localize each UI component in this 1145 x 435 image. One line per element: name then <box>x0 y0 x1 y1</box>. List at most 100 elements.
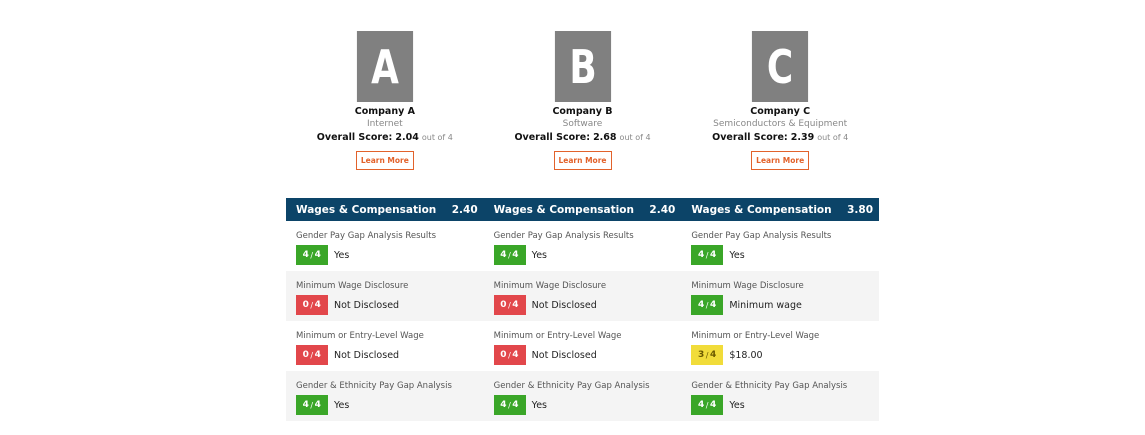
overall-score-value: 2.39 <box>790 132 815 143</box>
metric-value-text: Not Disclosed <box>334 299 400 311</box>
section-score: 2.40 <box>451 203 478 216</box>
metric-value: 4/4 Yes <box>493 245 548 265</box>
learn-more-button[interactable]: Learn More <box>751 151 810 170</box>
metric-value-text: Not Disclosed <box>531 299 597 311</box>
score-badge-slash: / <box>705 350 709 360</box>
company-logo: B <box>554 31 611 102</box>
company-card: B Company B Software Overall Score: 2.68… <box>484 0 682 196</box>
metric-label: Minimum Wage Disclosure <box>493 281 607 291</box>
score-badge-slash: / <box>705 400 709 410</box>
overall-score: Overall Score: 2.39 out of 4 <box>712 132 848 143</box>
overall-score-out-of: out of 4 <box>421 133 453 142</box>
score-badge-max: 4 <box>512 400 520 410</box>
company-name: Company B <box>552 106 613 117</box>
metric-value: 3/4 $18.00 <box>691 345 763 365</box>
company-logo-letter: A <box>370 39 399 94</box>
score-badge-value: 4 <box>697 250 705 260</box>
score-badge-value: 4 <box>697 400 705 410</box>
metric-value: 0/4 Not Disclosed <box>493 295 597 315</box>
score-badge: 3/4 <box>691 345 724 365</box>
metric-label: Minimum or Entry-Level Wage <box>493 331 622 341</box>
metric-value: 0/4 Not Disclosed <box>296 345 399 365</box>
metric-cell: Gender & Ethnicity Pay Gap Analysis 4/4 Ye… <box>484 371 682 421</box>
table-row: Minimum Wage Disclosure 0/4 Not Disclosed M… <box>286 271 879 321</box>
metric-cell: Minimum Wage Disclosure 0/4 Not Disclosed <box>484 271 682 321</box>
score-badge-slash: / <box>705 300 709 310</box>
metric-label: Gender & Ethnicity Pay Gap Analysis <box>493 381 650 391</box>
metric-rows: Gender Pay Gap Analysis Results 4/4 Yes Gen… <box>286 221 879 421</box>
metric-value: 4/4 Yes <box>296 245 349 265</box>
metric-label: Gender & Ethnicity Pay Gap Analysis <box>296 381 452 391</box>
score-badge-max: 4 <box>314 300 322 310</box>
learn-more-button[interactable]: Learn More <box>355 151 414 170</box>
learn-more-button[interactable]: Learn More <box>553 151 612 170</box>
company-industry: Semiconductors & Equipment <box>713 119 848 129</box>
score-badge: 4/4 <box>691 245 724 265</box>
score-badge-slash: / <box>508 250 512 260</box>
metric-label: Gender Pay Gap Analysis Results <box>493 231 634 241</box>
score-badge-slash: / <box>310 350 314 360</box>
metric-value-text: Yes <box>334 249 350 261</box>
metric-cell: Gender Pay Gap Analysis Results 4/4 Yes <box>484 221 682 271</box>
metric-value: 4/4 Yes <box>691 395 745 415</box>
metric-value: 4/4 Yes <box>691 245 745 265</box>
company-card: A Company A Internet Overall Score: 2.04… <box>286 0 484 196</box>
overall-score-label: Overall Score: <box>316 132 393 143</box>
section-score: 3.80 <box>847 203 874 216</box>
overall-score-out-of: out of 4 <box>619 133 651 142</box>
score-badge: 0/4 <box>296 345 328 365</box>
company-logo: A <box>356 31 413 102</box>
company-industry: Software <box>562 119 603 129</box>
company-cards: A Company A Internet Overall Score: 2.04… <box>286 0 879 196</box>
score-badge: 0/4 <box>493 295 526 315</box>
company-logo: C <box>752 31 809 102</box>
score-badge-value: 0 <box>500 300 508 310</box>
section-header-cell: Wages & Compensation 3.80 <box>681 198 879 221</box>
metric-cell: Gender Pay Gap Analysis Results 4/4 Yes <box>286 221 484 271</box>
metric-label: Minimum or Entry-Level Wage <box>296 331 424 341</box>
metric-value: 4/4 Yes <box>296 395 349 415</box>
company-name: Company A <box>354 106 415 117</box>
score-badge-slash: / <box>310 250 314 260</box>
score-badge-slash: / <box>508 400 512 410</box>
score-badge-max: 4 <box>709 350 717 360</box>
score-badge: 4/4 <box>691 395 724 415</box>
metric-value: 4/4 Yes <box>493 395 548 415</box>
comparison-table: Wages & Compensation 2.40 Wages & Compen… <box>286 198 879 421</box>
section-header: Wages & Compensation 2.40 Wages & Compen… <box>286 198 879 221</box>
overall-score-out-of: out of 4 <box>817 133 849 142</box>
score-badge: 4/4 <box>296 395 328 415</box>
company-logo-letter: B <box>568 39 597 94</box>
score-badge-slash: / <box>508 300 512 310</box>
metric-label: Minimum Wage Disclosure <box>296 281 409 291</box>
score-badge: 0/4 <box>493 345 526 365</box>
overall-score-label: Overall Score: <box>514 132 591 143</box>
metric-value: 0/4 Not Disclosed <box>493 345 597 365</box>
metric-value-text: Minimum wage <box>729 299 802 311</box>
score-badge-max: 4 <box>709 400 717 410</box>
score-badge: 4/4 <box>493 395 526 415</box>
score-badge-value: 4 <box>302 250 310 260</box>
metric-value-text: Yes <box>531 399 548 411</box>
table-row: Gender Pay Gap Analysis Results 4/4 Yes Gen… <box>286 221 879 271</box>
score-badge-max: 4 <box>314 350 322 360</box>
section-title: Wages & Compensation <box>493 203 634 216</box>
company-industry: Internet <box>366 119 403 129</box>
table-row: Gender & Ethnicity Pay Gap Analysis 4/4 Ye… <box>286 371 879 421</box>
score-badge-value: 0 <box>302 350 310 360</box>
section-title: Wages & Compensation <box>296 203 437 216</box>
metric-cell: Minimum Wage Disclosure 4/4 Minimum wage <box>681 271 879 321</box>
score-badge-max: 4 <box>709 250 717 260</box>
metric-cell: Gender & Ethnicity Pay Gap Analysis 4/4 Ye… <box>286 371 484 421</box>
score-badge-slash: / <box>705 250 709 260</box>
metric-value: 4/4 Minimum wage <box>691 295 802 315</box>
metric-value-text: Yes <box>531 249 548 261</box>
score-badge-value: 4 <box>302 400 310 410</box>
score-badge-value: 4 <box>500 250 508 260</box>
metric-cell: Minimum or Entry-Level Wage 0/4 Not Disclo… <box>484 321 682 371</box>
score-badge-max: 4 <box>512 250 520 260</box>
score-badge-max: 4 <box>512 350 520 360</box>
score-badge-max: 4 <box>314 250 322 260</box>
metric-label: Gender Pay Gap Analysis Results <box>296 231 437 241</box>
section-title: Wages & Compensation <box>691 203 832 216</box>
